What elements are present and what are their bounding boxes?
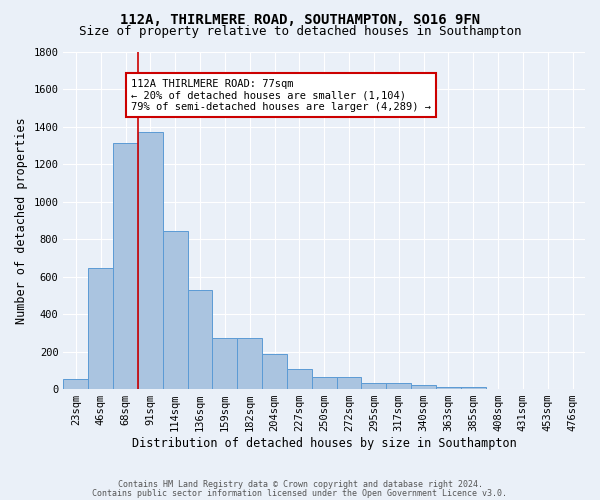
Text: Contains public sector information licensed under the Open Government Licence v3: Contains public sector information licen… bbox=[92, 490, 508, 498]
Bar bbox=[411, 386, 436, 389]
Bar bbox=[337, 377, 361, 389]
Bar bbox=[163, 230, 188, 389]
Bar bbox=[436, 387, 461, 389]
Bar bbox=[212, 338, 237, 389]
Bar bbox=[188, 290, 212, 389]
Text: Contains HM Land Registry data © Crown copyright and database right 2024.: Contains HM Land Registry data © Crown c… bbox=[118, 480, 482, 489]
Bar bbox=[361, 382, 386, 389]
Bar bbox=[386, 382, 411, 389]
Bar bbox=[237, 338, 262, 389]
Y-axis label: Number of detached properties: Number of detached properties bbox=[15, 117, 28, 324]
X-axis label: Distribution of detached houses by size in Southampton: Distribution of detached houses by size … bbox=[132, 437, 517, 450]
Bar bbox=[88, 268, 113, 389]
Bar bbox=[262, 354, 287, 389]
Bar bbox=[461, 387, 485, 389]
Bar bbox=[287, 370, 312, 389]
Bar bbox=[312, 377, 337, 389]
Bar bbox=[113, 144, 138, 389]
Text: 112A THIRLMERE ROAD: 77sqm
← 20% of detached houses are smaller (1,104)
79% of s: 112A THIRLMERE ROAD: 77sqm ← 20% of deta… bbox=[131, 78, 431, 112]
Bar bbox=[138, 132, 163, 389]
Text: Size of property relative to detached houses in Southampton: Size of property relative to detached ho… bbox=[79, 25, 521, 38]
Bar bbox=[64, 379, 88, 389]
Text: 112A, THIRLMERE ROAD, SOUTHAMPTON, SO16 9FN: 112A, THIRLMERE ROAD, SOUTHAMPTON, SO16 … bbox=[120, 12, 480, 26]
